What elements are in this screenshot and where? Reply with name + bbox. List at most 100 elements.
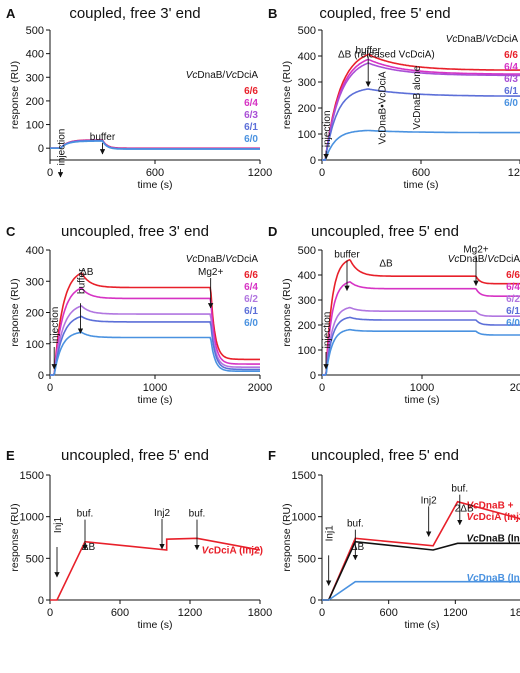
annotation: buf. — [347, 519, 364, 530]
x-tick-label: 1200 — [443, 607, 467, 619]
x-axis-label: time (s) — [405, 394, 440, 406]
x-axis-label: time (s) — [138, 394, 173, 406]
x-tick-label: 600 — [412, 167, 430, 179]
y-tick-label: 0 — [38, 595, 44, 607]
legend-entry: 6/3 — [244, 110, 258, 121]
y-tick-label: 100 — [298, 129, 316, 141]
legend-title: VcDnaB/VcDciA — [186, 254, 259, 265]
y-tick-label: 500 — [298, 553, 316, 565]
series-line-6-6 — [322, 258, 520, 376]
series-line-6-1 — [322, 316, 520, 376]
x-axis-label: time (s) — [138, 619, 173, 631]
legend-title-part: Vc — [446, 34, 458, 45]
panel-letter: C — [6, 224, 16, 239]
legend-title-part: DciA — [237, 70, 258, 81]
series-line-6-0 — [50, 331, 260, 376]
annotation: VcDnaB alone — [412, 65, 423, 129]
legend-title-part: DnaB/ — [197, 70, 225, 81]
legend-title-part: Vc — [487, 254, 499, 265]
y-tick-label: 500 — [26, 25, 44, 37]
y-tick-label: 300 — [298, 77, 316, 89]
y-axis-label: response (RU) — [281, 61, 293, 129]
y-tick-label: 100 — [298, 345, 316, 357]
legend-title-part: Vc — [186, 70, 198, 81]
series-label-part: DnaB + — [479, 500, 514, 511]
annotation: Mg2+ — [463, 245, 488, 256]
annotation: buffer — [76, 268, 87, 294]
panel-title: coupled, free 5' end — [319, 5, 450, 22]
annotation: ΔB — [351, 542, 365, 553]
series-label: VcDciA (Inj2) — [466, 512, 520, 523]
series-label: VcDnaB (Inj1) — [466, 573, 520, 584]
legend-title-part: DciA — [237, 254, 258, 265]
series-line-6-0 — [322, 328, 520, 376]
x-tick-label: 0 — [319, 167, 325, 179]
legend-title-part: Vc — [186, 254, 198, 265]
legend-title-part: DciA — [499, 254, 520, 265]
legend-title-part: Vc — [225, 70, 237, 81]
y-tick-label: 100 — [26, 120, 44, 132]
x-tick-label: 1800 — [510, 607, 520, 619]
panel-letter: B — [268, 6, 277, 21]
annotation: Mg2+ — [198, 267, 223, 278]
y-axis-label: response (RU) — [9, 503, 21, 571]
x-tick-label: 0 — [319, 382, 325, 394]
y-axis-label: response (RU) — [9, 278, 21, 346]
annotation: VcDnaB•VcDciA — [377, 71, 388, 144]
series-line-6-0 — [50, 140, 260, 150]
panel-title: uncoupled, free 3' end — [61, 223, 209, 240]
series-line-6-1 — [50, 315, 260, 376]
panel-title: coupled, free 3' end — [69, 5, 200, 22]
y-tick-label: 400 — [298, 270, 316, 282]
series-label-part: Vc — [466, 573, 479, 584]
y-tick-label: 200 — [298, 103, 316, 115]
series-line-6-6 — [322, 53, 520, 161]
legend-entry: 6/6 — [244, 270, 258, 281]
legend-entry: 6/4 — [244, 98, 258, 109]
legend-entry: 6/1 — [504, 86, 518, 97]
x-tick-label: 600 — [379, 607, 397, 619]
y-tick-label: 1500 — [20, 470, 44, 482]
y-tick-label: 300 — [26, 276, 44, 288]
x-tick-label: 1000 — [143, 382, 167, 394]
y-tick-label: 0 — [38, 143, 44, 155]
y-axis-label: response (RU) — [281, 278, 293, 346]
annotation: buffer — [356, 45, 382, 56]
annotation: buffer — [90, 132, 116, 143]
y-tick-label: 200 — [26, 308, 44, 320]
annotation: ΔB — [82, 542, 96, 553]
y-tick-label: 500 — [298, 245, 316, 257]
trace-label-part: Vc — [202, 545, 215, 556]
legend-title-part: Vc — [225, 254, 237, 265]
legend-title-part: Vc — [485, 34, 497, 45]
legend-title: VcDnaB/VcDciA — [186, 70, 259, 81]
y-tick-label: 500 — [26, 553, 44, 565]
legend-entry: 6/6 — [506, 270, 520, 281]
annotation: injection — [50, 307, 61, 344]
x-tick-label: 1200 — [508, 167, 520, 179]
annotation: Inj2 — [154, 508, 171, 519]
y-tick-label: 1000 — [20, 512, 44, 524]
series-label: VcDnaB + — [466, 500, 513, 511]
legend-entry: 6/4 — [244, 282, 258, 293]
x-tick-label: 2000 — [510, 382, 520, 394]
annotation: injection — [57, 129, 68, 166]
panel-letter: F — [268, 448, 276, 463]
x-tick-label: 1200 — [178, 607, 202, 619]
y-tick-label: 0 — [310, 370, 316, 382]
trace-label-part: DciA (Inj2) — [214, 545, 263, 556]
y-tick-label: 200 — [298, 320, 316, 332]
annotation: buffer — [334, 250, 360, 261]
series-label-part: Vc — [466, 512, 479, 523]
annotation: buf. — [77, 509, 94, 520]
annotation: ΔB (released VcDciA) — [338, 49, 435, 60]
legend-entry: 6/1 — [244, 122, 258, 133]
y-axis-label: response (RU) — [9, 61, 21, 129]
y-tick-label: 400 — [26, 49, 44, 61]
x-tick-label: 0 — [319, 607, 325, 619]
